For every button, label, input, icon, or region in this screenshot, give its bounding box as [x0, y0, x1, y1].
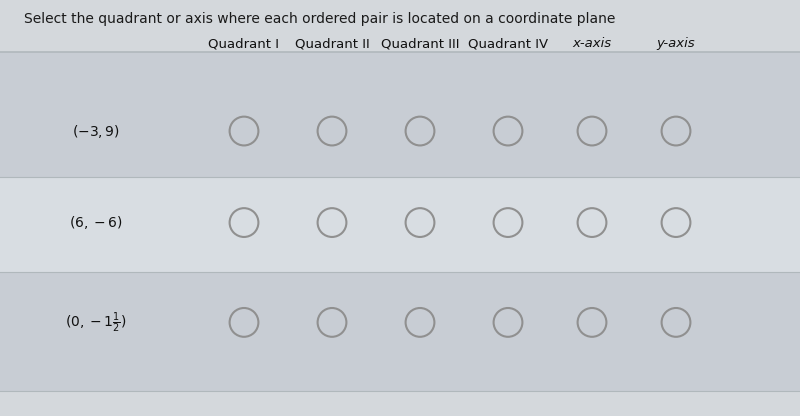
Text: Quadrant IV: Quadrant IV — [468, 37, 548, 50]
Bar — [0, 272, 800, 391]
Text: $(-3,9)$: $(-3,9)$ — [72, 123, 120, 139]
Bar — [0, 177, 800, 272]
Text: $(0,-1\frac{1}{2})$: $(0,-1\frac{1}{2})$ — [66, 310, 126, 334]
Text: Quadrant I: Quadrant I — [209, 37, 279, 50]
Bar — [0, 52, 800, 177]
Text: $(6,-6)$: $(6,-6)$ — [70, 214, 122, 231]
Text: Quadrant III: Quadrant III — [381, 37, 459, 50]
Text: Quadrant II: Quadrant II — [294, 37, 370, 50]
Text: Select the quadrant or axis where each ordered pair is located on a coordinate p: Select the quadrant or axis where each o… — [24, 12, 615, 27]
Text: x-axis: x-axis — [573, 37, 611, 50]
Text: y-axis: y-axis — [657, 37, 695, 50]
